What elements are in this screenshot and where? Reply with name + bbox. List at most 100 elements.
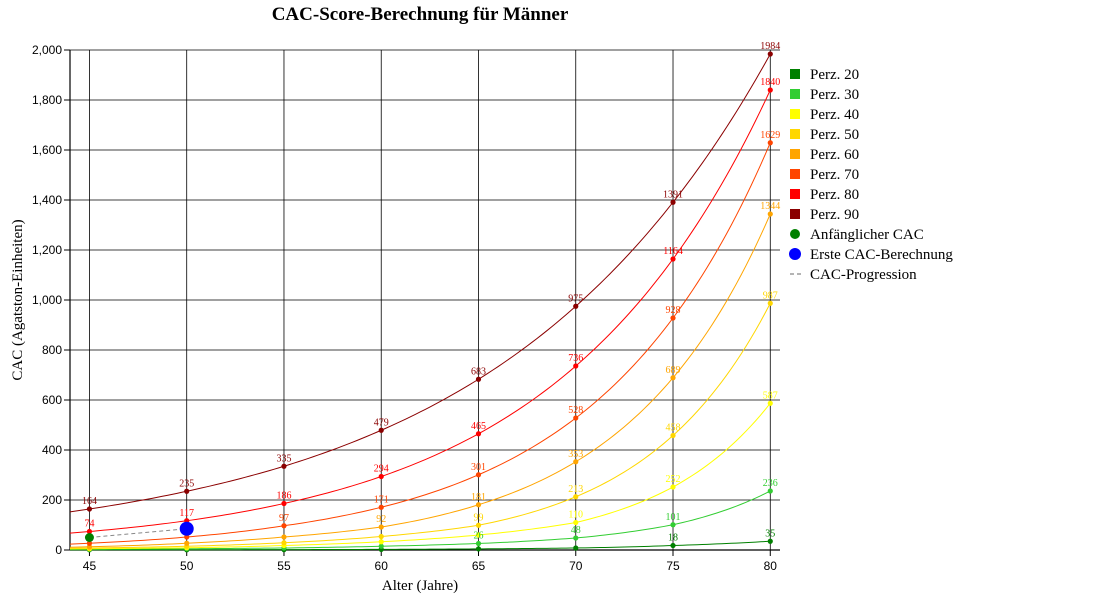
data-label-perz-80: 736 — [568, 353, 583, 364]
y-tick-label: 1,800 — [32, 93, 62, 107]
point-perz-70 — [281, 523, 287, 529]
data-label-perz-40: 110 — [568, 510, 583, 521]
point-perz-60 — [281, 534, 287, 540]
point-perz-70 — [378, 504, 384, 510]
curve-perz-30 — [69, 490, 771, 550]
point-perz-40 — [475, 532, 482, 538]
curve-perz-70 — [69, 142, 771, 545]
legend-swatch — [790, 129, 800, 139]
data-label-perz-90: 335 — [276, 453, 291, 464]
point-perz-20 — [670, 542, 676, 549]
y-tick-label: 0 — [55, 543, 62, 557]
y-tick-label: 2,000 — [32, 43, 62, 57]
point-perz-30 — [767, 488, 773, 494]
y-tick-label: 1,000 — [32, 293, 62, 307]
legend-swatch — [790, 109, 800, 119]
data-label-perz-60: 353 — [568, 449, 583, 460]
point-perz-70 — [573, 415, 579, 421]
point-perz-30 — [670, 522, 676, 528]
point-perz-90 — [86, 506, 93, 512]
data-label-perz-60: 92 — [376, 514, 386, 525]
data-label-perz-70: 528 — [568, 405, 583, 416]
point-perz-70 — [86, 540, 93, 546]
data-label-perz-50: 99 — [473, 512, 483, 523]
legend-swatch — [790, 89, 800, 99]
legend-label: Perz. 80 — [810, 187, 859, 203]
point-perz-50 — [281, 540, 287, 546]
data-label-perz-60: 689 — [666, 365, 681, 376]
legend-label: CAC-Progression — [810, 267, 917, 283]
point-perz-80 — [767, 87, 773, 93]
data-label-perz-90: 164 — [82, 496, 97, 507]
point-perz-80 — [573, 363, 579, 369]
data-label-perz-70: 301 — [471, 462, 486, 473]
x-tick-label: 80 — [764, 559, 778, 573]
point-perz-40 — [573, 519, 579, 526]
point-perz-90 — [378, 427, 384, 433]
point-perz-50 — [475, 522, 482, 528]
y-tick-label: 200 — [42, 493, 62, 507]
point-perz-30 — [573, 535, 579, 541]
y-tick-labels: 0 200 400 600 800 1,000 1,200 1,400 1,600 1,800 2,… — [32, 43, 62, 557]
legend-label: Perz. 60 — [810, 147, 859, 163]
data-label-perz-20: 18 — [668, 533, 678, 544]
data-label-perz-30: 48 — [571, 525, 581, 536]
point-perz-60 — [475, 502, 482, 508]
point-perz-80 — [378, 473, 384, 480]
point-perz-60 — [573, 459, 579, 465]
data-label-perz-90: 1391 — [663, 189, 683, 200]
point-perz-50 — [378, 533, 384, 540]
point-perz-40 — [767, 400, 773, 406]
data-label-perz-40: 587 — [763, 390, 778, 401]
point-perz-20 — [767, 538, 773, 544]
data-label-perz-80: 117 — [179, 508, 194, 519]
data-label-perz-70: 1629 — [760, 130, 780, 141]
point-perz-80 — [475, 431, 482, 437]
data-label-perz-60: 181 — [471, 492, 486, 503]
legend-label: Perz. 50 — [810, 127, 859, 143]
grid — [70, 49, 780, 551]
point-perz-80 — [86, 528, 93, 535]
point-perz-70 — [670, 315, 676, 321]
data-label-perz-80: 294 — [374, 464, 389, 475]
point-perz-20 — [475, 546, 482, 552]
x-axis-label: Alter (Jahre) — [382, 578, 458, 594]
curve-perz-60 — [69, 213, 771, 548]
point-perz-60 — [184, 540, 190, 546]
x-tick-label: 50 — [180, 559, 194, 573]
x-tick-label: 70 — [569, 559, 583, 573]
legend-label: Perz. 40 — [810, 107, 859, 123]
legend-label: Perz. 30 — [810, 87, 859, 103]
point-perz-40 — [378, 539, 384, 545]
y-tick-label: 400 — [42, 443, 62, 457]
point-perz-40 — [670, 484, 676, 490]
legend-label: Perz. 20 — [810, 67, 859, 83]
curve-perz-40 — [69, 402, 771, 550]
first-cac-calc-point — [179, 521, 194, 536]
legend-label: Anfänglicher CAC — [810, 227, 924, 243]
point-perz-50 — [573, 494, 579, 500]
chart-title: CAC-Score-Berechnung für Männer — [272, 4, 569, 25]
y-tick-label: 1,400 — [32, 193, 62, 207]
x-tick-label: 55 — [277, 559, 291, 573]
cac-progression-line — [89, 528, 187, 538]
point-perz-50 — [767, 300, 773, 306]
data-label-perz-80: 465 — [471, 421, 486, 432]
data-label-perz-30: 101 — [666, 512, 681, 523]
data-label-perz-50: 458 — [666, 423, 681, 434]
data-label-perz-80: 186 — [276, 491, 291, 502]
point-perz-50 — [670, 432, 676, 439]
data-label-perz-80: 74 — [84, 519, 94, 530]
point-perz-80 — [670, 256, 676, 262]
point-perz-70 — [184, 534, 190, 540]
legend-marker-initial — [790, 229, 800, 239]
legend-swatch — [790, 209, 800, 219]
y-tick-label: 1,200 — [32, 243, 62, 257]
y-axis-label: CAC (Agatston-Einheiten) — [10, 219, 26, 380]
x-tick-labels: 45 50 55 60 65 70 75 80 — [83, 559, 777, 573]
curve-perz-20 — [69, 540, 771, 551]
legend-swatch — [790, 189, 800, 199]
data-label-perz-90: 479 — [374, 417, 389, 428]
